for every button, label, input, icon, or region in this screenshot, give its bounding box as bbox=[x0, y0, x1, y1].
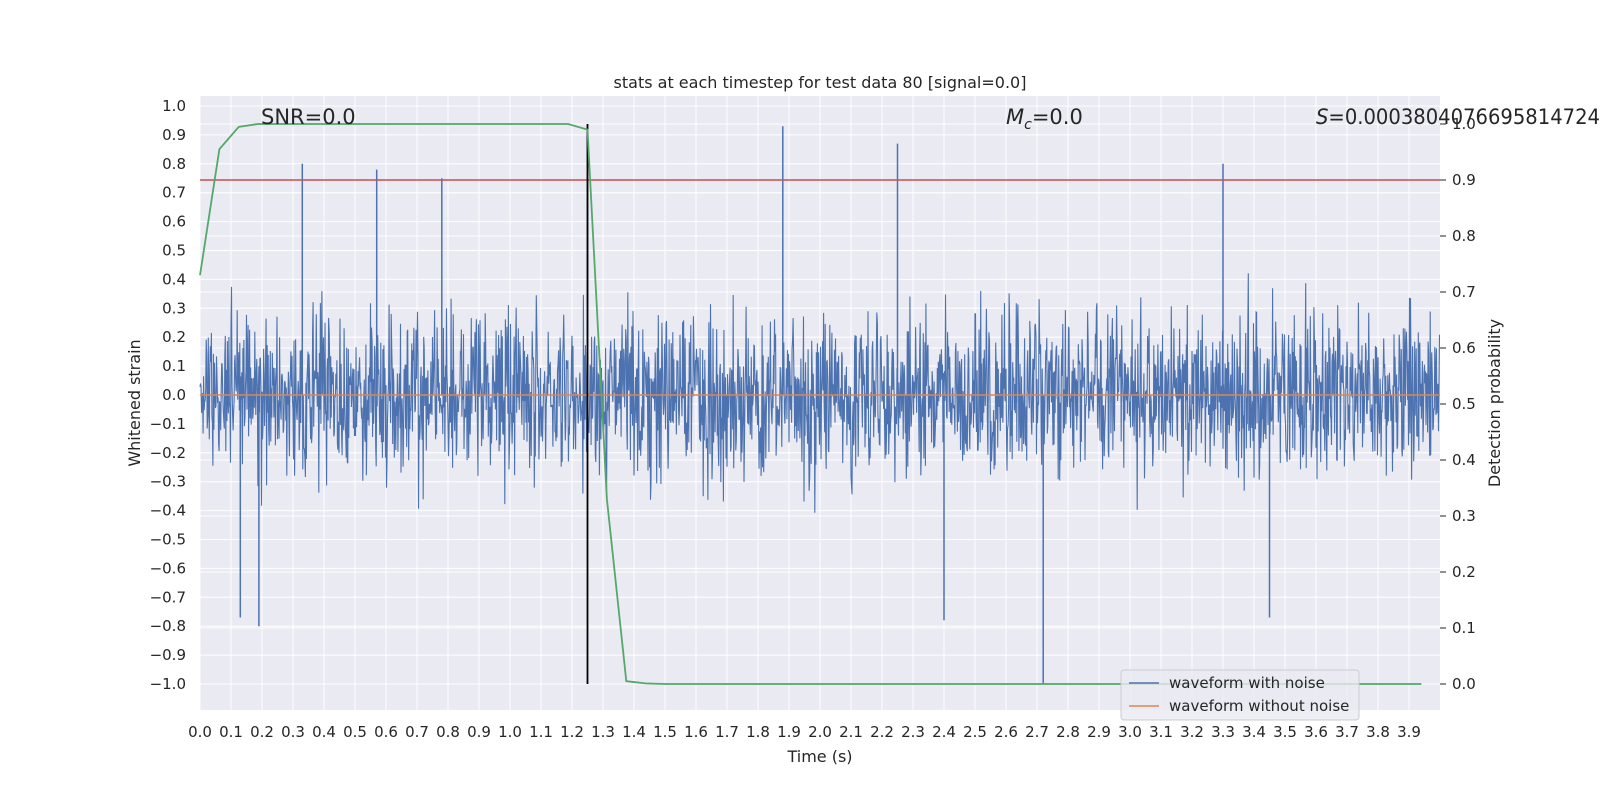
mc-symbol: M bbox=[1006, 105, 1024, 129]
x-tick-label: 3.9 bbox=[1397, 723, 1421, 741]
y-tick-label: −0.5 bbox=[150, 531, 186, 549]
y-tick-label: −0.8 bbox=[150, 617, 186, 635]
y2-tick-label: 0.0 bbox=[1452, 675, 1476, 693]
x-tick-label: 1.2 bbox=[560, 723, 584, 741]
x-tick-label: 2.4 bbox=[932, 723, 956, 741]
y-tick-label: 0.7 bbox=[162, 184, 186, 202]
s-symbol: S bbox=[1316, 105, 1328, 129]
y2-axis-label: Detection probability bbox=[1485, 319, 1504, 487]
y-tick-label: −0.6 bbox=[150, 559, 186, 577]
x-tick-label: 1.3 bbox=[591, 723, 615, 741]
x-tick-label: 1.9 bbox=[777, 723, 801, 741]
x-tick-label: 1.5 bbox=[653, 723, 677, 741]
x-tick-label: 3.4 bbox=[1242, 723, 1266, 741]
legend: waveform with noise waveform without noi… bbox=[1120, 669, 1360, 721]
y-tick-label: 0.4 bbox=[162, 270, 186, 288]
y-tick-label: 0.9 bbox=[162, 126, 186, 144]
x-tick-label: 0.8 bbox=[436, 723, 460, 741]
detection-probability-line bbox=[199, 123, 1422, 685]
y-tick-label: −0.3 bbox=[150, 473, 186, 491]
x-tick-label: 1.1 bbox=[529, 723, 553, 741]
y2-tick-label: 0.5 bbox=[1452, 395, 1476, 413]
x-tick-label: 0.4 bbox=[312, 723, 336, 741]
legend-label-clean: waveform without noise bbox=[1169, 697, 1349, 715]
y2-tick-label: 0.3 bbox=[1452, 507, 1476, 525]
x-tick-label: 2.0 bbox=[808, 723, 832, 741]
x-tick-label: 3.2 bbox=[1180, 723, 1204, 741]
x-tick-label: 0.7 bbox=[405, 723, 429, 741]
y-tick-label: −0.4 bbox=[150, 502, 186, 520]
x-tick-label: 0.5 bbox=[343, 723, 367, 741]
x-tick-label: 2.9 bbox=[1087, 723, 1111, 741]
x-tick-label: 3.8 bbox=[1366, 723, 1390, 741]
chart-title: stats at each timestep for test data 80 … bbox=[614, 73, 1027, 92]
x-tick-label: 3.6 bbox=[1304, 723, 1328, 741]
x-tick-label: 0.2 bbox=[250, 723, 274, 741]
x-tick-label: 2.7 bbox=[1025, 723, 1049, 741]
y-tick-label: 1.0 bbox=[162, 97, 186, 115]
y-tick-label: 0.8 bbox=[162, 155, 186, 173]
y2-tick-label: 0.9 bbox=[1452, 171, 1476, 189]
x-tick-label: 2.5 bbox=[963, 723, 987, 741]
x-tick-label: 3.3 bbox=[1211, 723, 1235, 741]
y2-tick-label: 1.0 bbox=[1452, 115, 1476, 133]
x-tick-label: 1.4 bbox=[622, 723, 646, 741]
noise-trace bbox=[199, 273, 1441, 513]
y-tick-label: 0.3 bbox=[162, 299, 186, 317]
y2-tick-label: 0.8 bbox=[1452, 227, 1476, 245]
y-tick-label: 0.1 bbox=[162, 357, 186, 375]
y-tick-label: 0.6 bbox=[162, 213, 186, 231]
x-tick-label: 0.3 bbox=[281, 723, 305, 741]
axes: 0.0 0.1 0.2 0.3 0.4 0.5 0.6 0.7 0.8 0.9 1.0 1.1 1.2 1… bbox=[150, 97, 1476, 741]
line-series bbox=[199, 123, 1440, 685]
legend-box bbox=[1120, 669, 1360, 721]
mc-subscript: c bbox=[1024, 117, 1032, 133]
x-tick-label: 0.9 bbox=[467, 723, 491, 741]
y-axis-label: Whitened strain bbox=[125, 339, 144, 466]
y-tick-label: −0.2 bbox=[150, 444, 186, 462]
y2-tick-label: 0.6 bbox=[1452, 339, 1476, 357]
y-tick-label: −0.7 bbox=[150, 588, 186, 606]
x-tick-label: 3.0 bbox=[1118, 723, 1142, 741]
x-tick-label: 3.7 bbox=[1335, 723, 1359, 741]
y-tick-label: 0.2 bbox=[162, 328, 186, 346]
x-tick-label: 1.6 bbox=[684, 723, 708, 741]
s-annotation: S=0.0003804076695814724 bbox=[1316, 105, 1600, 129]
mc-value: =0.0 bbox=[1032, 105, 1083, 129]
y-tick-label: −0.9 bbox=[150, 646, 186, 664]
x-tick-label: 1.7 bbox=[715, 723, 739, 741]
mc-annotation: Mc=0.0 bbox=[1006, 105, 1083, 133]
y-tick-label: −0.1 bbox=[150, 415, 186, 433]
x-tick-label: 1.0 bbox=[498, 723, 522, 741]
x-tick-label: 3.1 bbox=[1149, 723, 1173, 741]
x-tick-label: 1.8 bbox=[746, 723, 770, 741]
x-tick-label: 0.0 bbox=[188, 723, 212, 741]
x-tick-label: 0.6 bbox=[374, 723, 398, 741]
y-tick-label: −1.0 bbox=[150, 675, 186, 693]
x-axis-label: Time (s) bbox=[786, 747, 852, 766]
x-tick-label: 2.1 bbox=[839, 723, 863, 741]
y2-tick-label: 0.7 bbox=[1452, 283, 1476, 301]
legend-label-noise: waveform with noise bbox=[1169, 674, 1325, 692]
y2-tick-label: 0.4 bbox=[1452, 451, 1476, 469]
x-tick-label: 2.8 bbox=[1056, 723, 1080, 741]
s-value: =0.0003804076695814724 bbox=[1328, 105, 1600, 129]
y-tick-label: 0.0 bbox=[162, 386, 186, 404]
x-tick-label: 2.3 bbox=[901, 723, 925, 741]
y-tick-label: 0.5 bbox=[162, 242, 186, 260]
x-tick-label: 2.6 bbox=[994, 723, 1018, 741]
y2-tick-label: 0.1 bbox=[1452, 619, 1476, 637]
snr-annotation: SNR=0.0 bbox=[261, 105, 356, 129]
x-tick-label: 0.1 bbox=[219, 723, 243, 741]
y2-tick-label: 0.2 bbox=[1452, 563, 1476, 581]
x-tick-label: 3.5 bbox=[1273, 723, 1297, 741]
x-tick-label: 2.2 bbox=[870, 723, 894, 741]
